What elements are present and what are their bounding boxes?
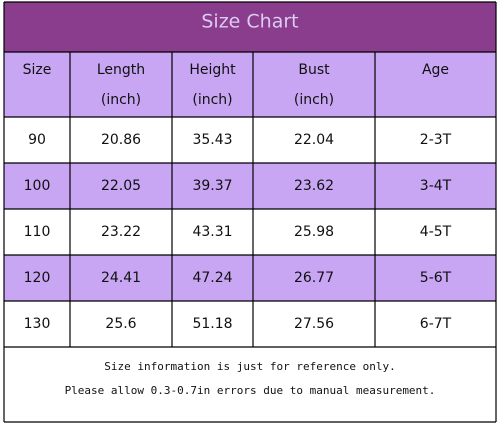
- table-cell: 100: [24, 178, 51, 194]
- header-cell: (inch): [294, 92, 334, 108]
- table-cell: 23.22: [101, 224, 141, 240]
- table-cell: 51.18: [192, 316, 232, 332]
- header-cell: Length: [97, 62, 145, 78]
- header-cell: Height: [189, 62, 236, 78]
- table-cell: 90: [28, 132, 46, 148]
- note: Please allow 0.3-0.7in errors due to man…: [65, 384, 436, 397]
- table-cell: 110: [24, 224, 51, 240]
- row-band: [4, 163, 496, 209]
- title: Size Chart: [201, 11, 298, 33]
- header-row: [4, 52, 496, 117]
- table-cell: 20.86: [101, 132, 141, 148]
- table-cell: 120: [24, 270, 51, 286]
- table-cell: 6-7T: [420, 316, 452, 332]
- table-cell: 22.04: [294, 132, 334, 148]
- table-cell: 47.24: [192, 270, 232, 286]
- title-bar: [4, 2, 496, 52]
- table-cell: 26.77: [294, 270, 334, 286]
- header-cell: Age: [422, 62, 449, 78]
- note: Size information is just for reference o…: [104, 360, 395, 373]
- header-cell: Bust: [298, 62, 330, 78]
- table-cell: 27.56: [294, 316, 334, 332]
- header-cell: (inch): [192, 92, 232, 108]
- table-cell: 3-4T: [420, 178, 452, 194]
- table-cell: 4-5T: [420, 224, 452, 240]
- table-cell: 23.62: [294, 178, 334, 194]
- table-cell: 22.05: [101, 178, 141, 194]
- table-cell: 39.37: [192, 178, 232, 194]
- table-cell: 5-6T: [420, 270, 452, 286]
- table-cell: 2-3T: [420, 132, 452, 148]
- table-cell: 24.41: [101, 270, 141, 286]
- header-cell: (inch): [101, 92, 141, 108]
- table-cell: 43.31: [192, 224, 232, 240]
- table-cell: 130: [24, 316, 51, 332]
- table-cell: 35.43: [192, 132, 232, 148]
- row-band: [4, 255, 496, 301]
- table-cell: 25.98: [294, 224, 334, 240]
- table-cell: 25.6: [105, 316, 136, 332]
- header-cell: Size: [23, 62, 52, 78]
